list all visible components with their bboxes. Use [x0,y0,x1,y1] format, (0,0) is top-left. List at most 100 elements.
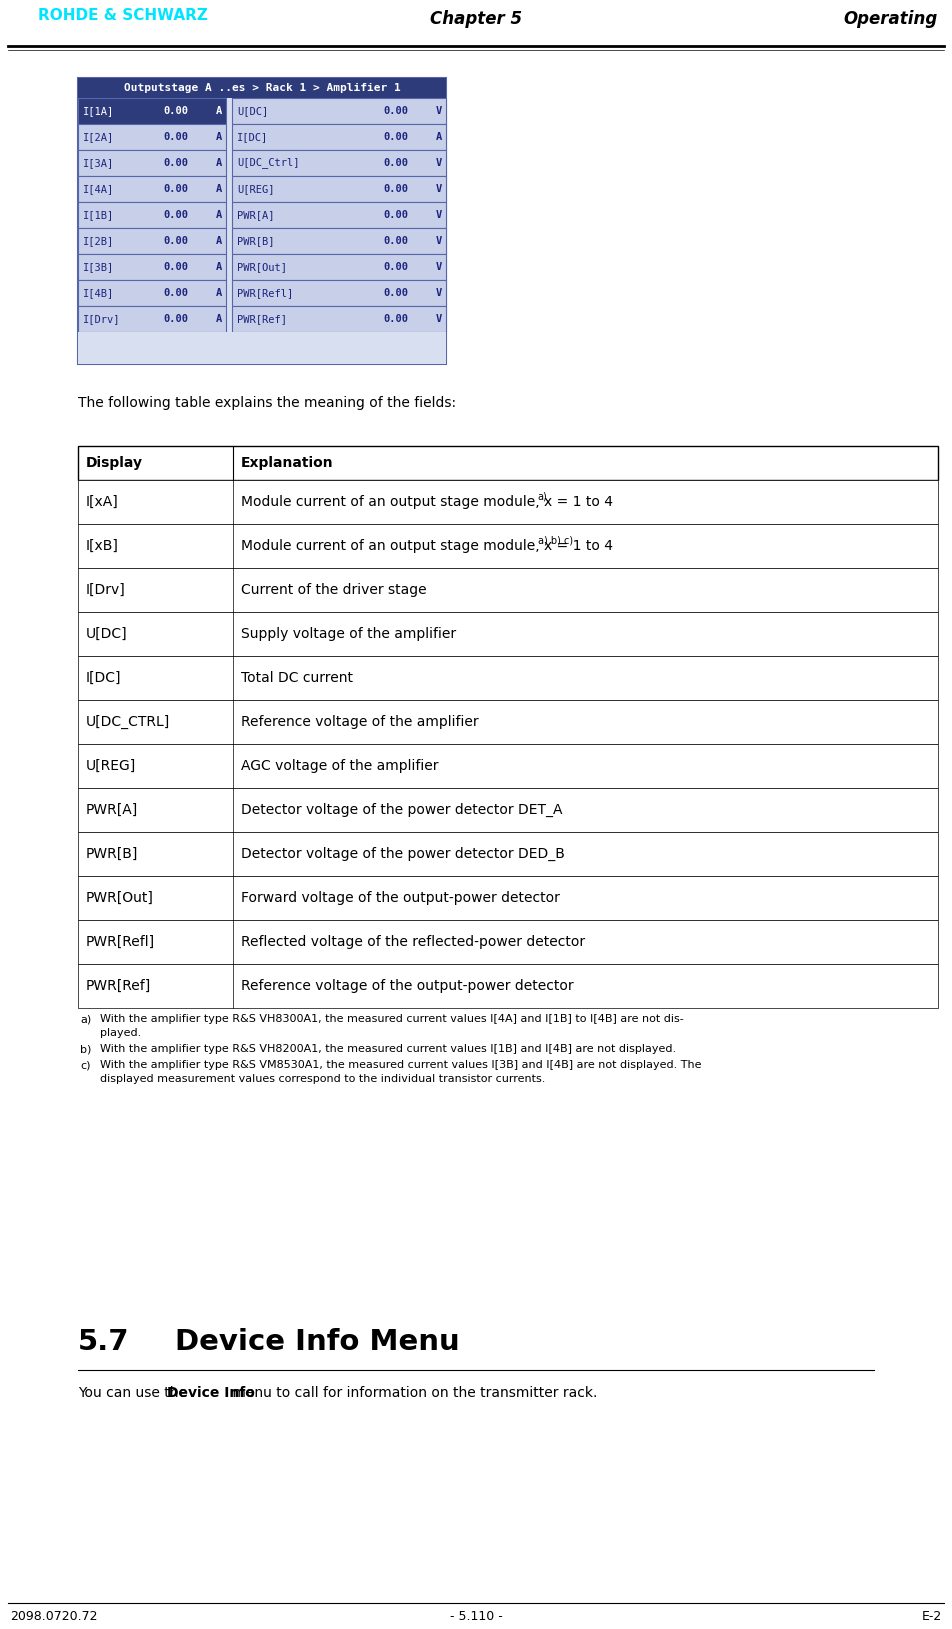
Text: With the amplifier type R&S VH8300A1, the measured current values I[4A] and I[1B: With the amplifier type R&S VH8300A1, th… [100,1013,684,1025]
Text: Device Info: Device Info [167,1386,255,1399]
Bar [232,280,446,306]
Text: 0.00: 0.00 [383,210,408,220]
Text: 0.00: 0.00 [163,236,188,246]
Text: 0.00: 0.00 [383,158,408,168]
Text: V: V [436,262,442,272]
Bar [78,446,938,481]
Text: b): b) [80,1044,91,1054]
Text: A: A [436,132,442,142]
Bar [78,202,226,228]
Bar [78,78,446,98]
Text: 0.00: 0.00 [163,132,188,142]
Bar [78,332,446,363]
Text: 0.00: 0.00 [383,132,408,142]
Bar [78,228,226,254]
Text: 0.00: 0.00 [383,262,408,272]
Text: Outputstage A ..es > Rack 1 > Amplifier 1: Outputstage A ..es > Rack 1 > Amplifier … [124,83,401,93]
Bar [78,964,938,1008]
Text: AGC voltage of the amplifier: AGC voltage of the amplifier [241,759,439,774]
Bar [78,656,938,700]
Bar [78,569,938,613]
Text: I[4A]: I[4A] [83,184,114,194]
Text: Total DC current: Total DC current [241,671,353,686]
Text: PWR[Refl]: PWR[Refl] [86,935,155,950]
Text: I[DC]: I[DC] [86,671,122,686]
Text: Reflected voltage of the reflected-power detector: Reflected voltage of the reflected-power… [241,935,585,950]
Bar [78,150,226,176]
Bar [78,788,938,832]
Bar [232,98,446,124]
Text: a): a) [538,490,547,502]
Text: Chapter 5: Chapter 5 [430,10,522,28]
Text: - 5.110 -: - 5.110 - [449,1609,503,1622]
Text: 0.00: 0.00 [163,288,188,298]
Text: 0.00: 0.00 [163,210,188,220]
Text: 0.00: 0.00 [163,106,188,116]
Text: 0.00: 0.00 [383,288,408,298]
Text: PWR[Out]: PWR[Out] [237,262,287,272]
Text: 0.00: 0.00 [163,184,188,194]
Text: 0.00: 0.00 [163,314,188,324]
Text: V: V [436,158,442,168]
Text: A: A [216,132,222,142]
Text: V: V [436,314,442,324]
Text: I[Drv]: I[Drv] [86,583,126,596]
Text: V: V [436,106,442,116]
Text: U[DC_Ctrl]: U[DC_Ctrl] [237,158,300,168]
Text: The following table explains the meaning of the fields:: The following table explains the meaning… [78,396,456,411]
Text: Forward voltage of the output-power detector: Forward voltage of the output-power dete… [241,891,560,906]
Text: PWR[Out]: PWR[Out] [86,891,154,906]
Text: PWR[A]: PWR[A] [237,210,274,220]
Bar [78,613,938,656]
Bar [232,306,446,332]
Text: V: V [436,288,442,298]
Text: Module current of an output stage module, x = 1 to 4: Module current of an output stage module… [241,539,618,552]
Bar [78,525,938,569]
Bar [232,150,446,176]
Bar [78,78,446,363]
Text: A: A [216,262,222,272]
Text: U[DC_CTRL]: U[DC_CTRL] [86,715,170,730]
Text: Detector voltage of the power detector DED_B: Detector voltage of the power detector D… [241,847,565,862]
Text: PWR[B]: PWR[B] [86,847,138,862]
Text: I[xB]: I[xB] [86,539,119,552]
Bar [78,124,226,150]
Bar [78,254,226,280]
Text: ROHDE & SCHWARZ: ROHDE & SCHWARZ [38,8,208,23]
Bar [78,280,226,306]
Text: V: V [436,236,442,246]
Text: U[REG]: U[REG] [237,184,274,194]
Text: Explanation: Explanation [241,456,333,471]
Text: a): a) [80,1013,91,1025]
Text: Current of the driver stage: Current of the driver stage [241,583,426,596]
Bar [78,176,226,202]
Bar [78,832,938,876]
Text: Device Info Menu: Device Info Menu [175,1328,460,1355]
Text: displayed measurement values correspond to the individual transistor currents.: displayed measurement values correspond … [100,1074,545,1083]
Bar [232,202,446,228]
Text: 0.00: 0.00 [163,158,188,168]
Bar [78,876,938,920]
Text: 0.00: 0.00 [163,262,188,272]
Bar [232,124,446,150]
Text: Display: Display [86,456,143,471]
Bar [232,176,446,202]
Bar [232,254,446,280]
Bar [78,700,938,744]
Text: V: V [436,210,442,220]
Text: PWR[Refl]: PWR[Refl] [237,288,293,298]
Text: menu to call for information on the transmitter rack.: menu to call for information on the tran… [228,1386,597,1399]
Text: 2098.0720.72: 2098.0720.72 [10,1609,97,1622]
Text: a) b) c): a) b) c) [538,534,573,546]
Text: I[3B]: I[3B] [83,262,114,272]
Text: Module current of an output stage module, x = 1 to 4: Module current of an output stage module… [241,495,618,508]
Text: You can use the: You can use the [78,1386,191,1399]
Text: U[DC]: U[DC] [86,627,128,640]
Text: A: A [216,106,222,116]
Text: I[1A]: I[1A] [83,106,114,116]
Text: 0.00: 0.00 [383,106,408,116]
Text: A: A [216,314,222,324]
Bar [78,306,226,332]
Text: Reference voltage of the output-power detector: Reference voltage of the output-power de… [241,979,574,994]
Text: I[DC]: I[DC] [237,132,268,142]
